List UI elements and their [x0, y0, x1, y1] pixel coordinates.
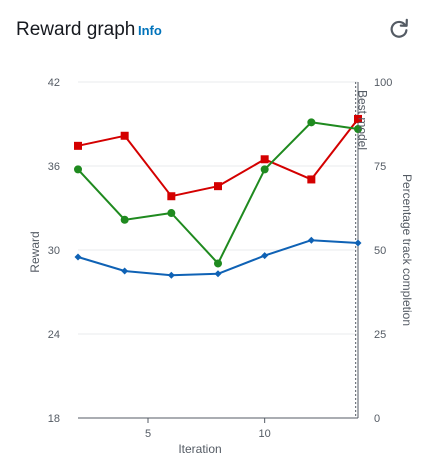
x-axis-title: Iteration	[178, 442, 221, 456]
data-point	[214, 182, 222, 191]
data-point	[260, 155, 269, 164]
series-line-1	[77, 121, 359, 265]
y-tick-label: 42	[48, 77, 60, 89]
data-point	[167, 192, 176, 201]
best-model-label: Best model	[356, 90, 370, 150]
axis-labels: 18 24 30 36 42 0 25 50 75 100 5 10 Best model Iterati…	[28, 77, 414, 456]
grid	[78, 81, 358, 419]
data-point	[260, 165, 269, 174]
data-point	[261, 252, 269, 260]
data-point	[120, 131, 129, 140]
data-point	[74, 141, 82, 150]
data-point	[120, 215, 129, 224]
y-tick-label: 18	[48, 413, 60, 425]
refresh-button[interactable]	[386, 16, 412, 42]
y-tick-label: 24	[48, 329, 60, 341]
info-link[interactable]: Info	[138, 23, 162, 38]
data-point	[354, 125, 362, 134]
series-line-2	[77, 239, 359, 277]
y2-tick-label: 25	[374, 329, 386, 341]
y2-tick-label: 0	[374, 413, 380, 425]
axes	[78, 82, 359, 423]
panel-header: Reward graph Info	[16, 14, 412, 48]
y2-tick-label: 75	[374, 161, 386, 173]
y-tick-label: 36	[48, 161, 60, 173]
y2-tick-label: 50	[374, 245, 386, 257]
y2-tick-label: 100	[374, 77, 392, 89]
data-point	[307, 175, 316, 184]
y-axis-title: Reward	[28, 231, 42, 272]
refresh-icon	[390, 18, 408, 38]
data-point	[354, 239, 362, 247]
series	[74, 114, 362, 279]
page-title: Reward graph	[16, 19, 136, 40]
data-point	[307, 118, 316, 127]
data-point	[74, 253, 82, 261]
data-point	[307, 236, 315, 244]
data-point	[74, 165, 82, 174]
data-point	[354, 114, 362, 123]
data-point	[214, 270, 222, 278]
y2-axis-title: Percentage track completion	[400, 174, 414, 326]
y-tick-label: 30	[48, 245, 60, 257]
x-tick-label: 10	[259, 428, 271, 440]
x-tick-label: 5	[145, 428, 151, 440]
data-point	[167, 271, 175, 279]
data-point	[167, 209, 176, 218]
data-point	[121, 267, 129, 275]
data-point	[214, 259, 222, 268]
